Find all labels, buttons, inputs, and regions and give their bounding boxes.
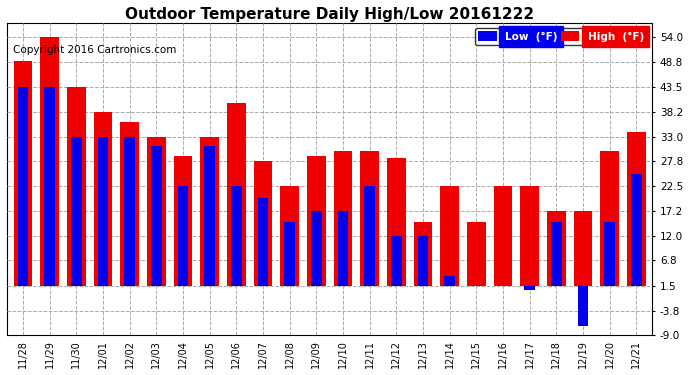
Bar xyxy=(151,146,161,285)
Bar xyxy=(174,156,193,285)
Bar xyxy=(307,156,326,285)
Bar xyxy=(67,87,86,285)
Bar xyxy=(204,146,215,285)
Bar xyxy=(573,211,592,285)
Bar xyxy=(40,37,59,285)
Bar xyxy=(147,136,166,285)
Bar xyxy=(391,236,402,285)
Bar xyxy=(71,136,81,285)
Bar xyxy=(627,132,646,285)
Bar xyxy=(124,136,135,285)
Bar xyxy=(440,186,459,285)
Title: Outdoor Temperature Daily High/Low 20161222: Outdoor Temperature Daily High/Low 20161… xyxy=(125,7,534,22)
Bar xyxy=(177,186,188,285)
Bar xyxy=(227,104,246,285)
Bar xyxy=(280,186,299,285)
Bar xyxy=(120,122,139,285)
Bar xyxy=(14,61,32,285)
Bar xyxy=(311,211,322,285)
Bar xyxy=(547,211,566,285)
Bar xyxy=(97,136,108,285)
Bar xyxy=(284,222,295,285)
Bar xyxy=(231,186,241,285)
Bar xyxy=(631,174,642,285)
Bar xyxy=(94,112,112,285)
Bar xyxy=(360,151,379,285)
Bar xyxy=(253,161,273,285)
Bar xyxy=(578,285,588,326)
Bar xyxy=(333,151,352,285)
Bar xyxy=(520,186,539,285)
Bar xyxy=(44,87,55,285)
Bar xyxy=(604,222,615,285)
Bar xyxy=(257,198,268,285)
Bar xyxy=(18,87,28,285)
Bar xyxy=(467,222,486,285)
Bar xyxy=(413,222,432,285)
Bar xyxy=(417,236,428,285)
Bar xyxy=(551,222,562,285)
Bar xyxy=(600,151,619,285)
Bar xyxy=(444,276,455,285)
Bar xyxy=(200,136,219,285)
Text: Copyright 2016 Cartronics.com: Copyright 2016 Cartronics.com xyxy=(13,45,177,55)
Bar xyxy=(387,158,406,285)
Bar xyxy=(493,186,512,285)
Bar xyxy=(364,186,375,285)
Bar xyxy=(337,211,348,285)
Bar xyxy=(524,285,535,290)
Legend: Low  (°F), High  (°F): Low (°F), High (°F) xyxy=(475,28,647,45)
